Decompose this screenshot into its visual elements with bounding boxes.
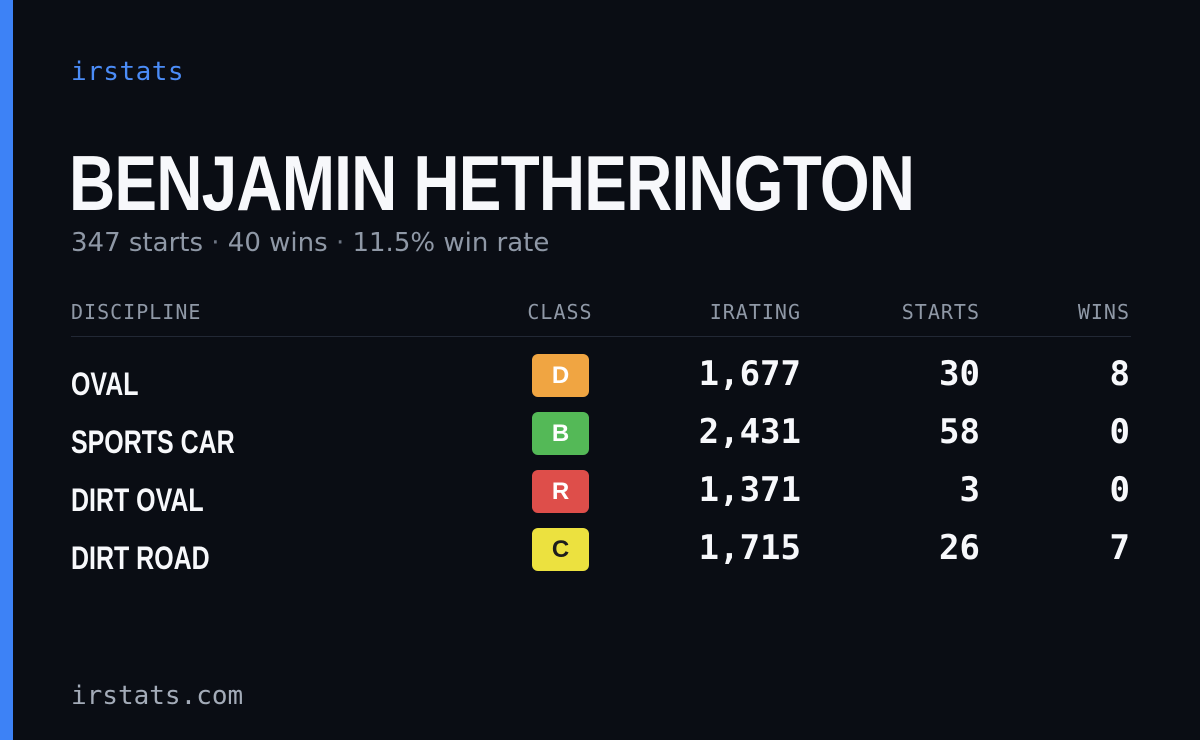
discipline-name: DIRT OVAL [71, 482, 204, 518]
wins-value: 0 [1109, 412, 1130, 452]
summary-wins: 40 wins [227, 228, 328, 258]
discipline-name: DIRT ROAD [71, 540, 210, 576]
header-class: CLASS [527, 300, 593, 324]
brand-logo: irstats [71, 57, 185, 87]
irating-value: 1,371 [698, 470, 801, 510]
header-wins: WINS [1077, 300, 1130, 324]
class-badge: B [532, 412, 589, 455]
summary-starts: 347 starts [71, 228, 203, 258]
driver-summary: 347 starts · 40 wins · 11.5% win rate [71, 228, 549, 258]
footer-url: irstats.com [71, 681, 244, 711]
class-badge: D [532, 354, 589, 397]
starts-value: 30 [939, 354, 980, 394]
table-row: DIRT OVAL R 1,371 3 0 [71, 470, 1131, 528]
header-irating: IRATING [709, 300, 801, 324]
class-badge: C [532, 528, 589, 571]
table-row: OVAL D 1,677 30 8 [71, 354, 1131, 412]
wins-value: 0 [1109, 470, 1130, 510]
starts-value: 3 [959, 470, 980, 510]
table-header: DISCIPLINE CLASS IRATING STARTS WINS [71, 296, 1131, 337]
starts-value: 58 [939, 412, 980, 452]
header-starts: STARTS [901, 300, 980, 324]
table-row: DIRT ROAD C 1,715 26 7 [71, 528, 1131, 586]
summary-separator: · [211, 228, 220, 258]
stats-table: DISCIPLINE CLASS IRATING STARTS WINS OVA… [71, 296, 1131, 576]
header-discipline: DISCIPLINE [71, 300, 202, 324]
summary-win-rate: 11.5% win rate [352, 228, 550, 258]
discipline-name: SPORTS CAR [71, 424, 235, 460]
wins-value: 8 [1109, 354, 1130, 394]
discipline-name: OVAL [71, 366, 139, 402]
starts-value: 26 [939, 528, 980, 568]
irating-value: 1,677 [698, 354, 801, 394]
table-row: SPORTS CAR B 2,431 58 0 [71, 412, 1131, 470]
irating-value: 2,431 [698, 412, 801, 452]
summary-separator: · [335, 228, 345, 258]
driver-name: BENJAMIN HETHERINGTON [69, 139, 915, 227]
accent-bar [0, 0, 13, 740]
wins-value: 7 [1109, 528, 1130, 568]
irating-value: 1,715 [698, 528, 801, 568]
class-badge: R [532, 470, 589, 513]
